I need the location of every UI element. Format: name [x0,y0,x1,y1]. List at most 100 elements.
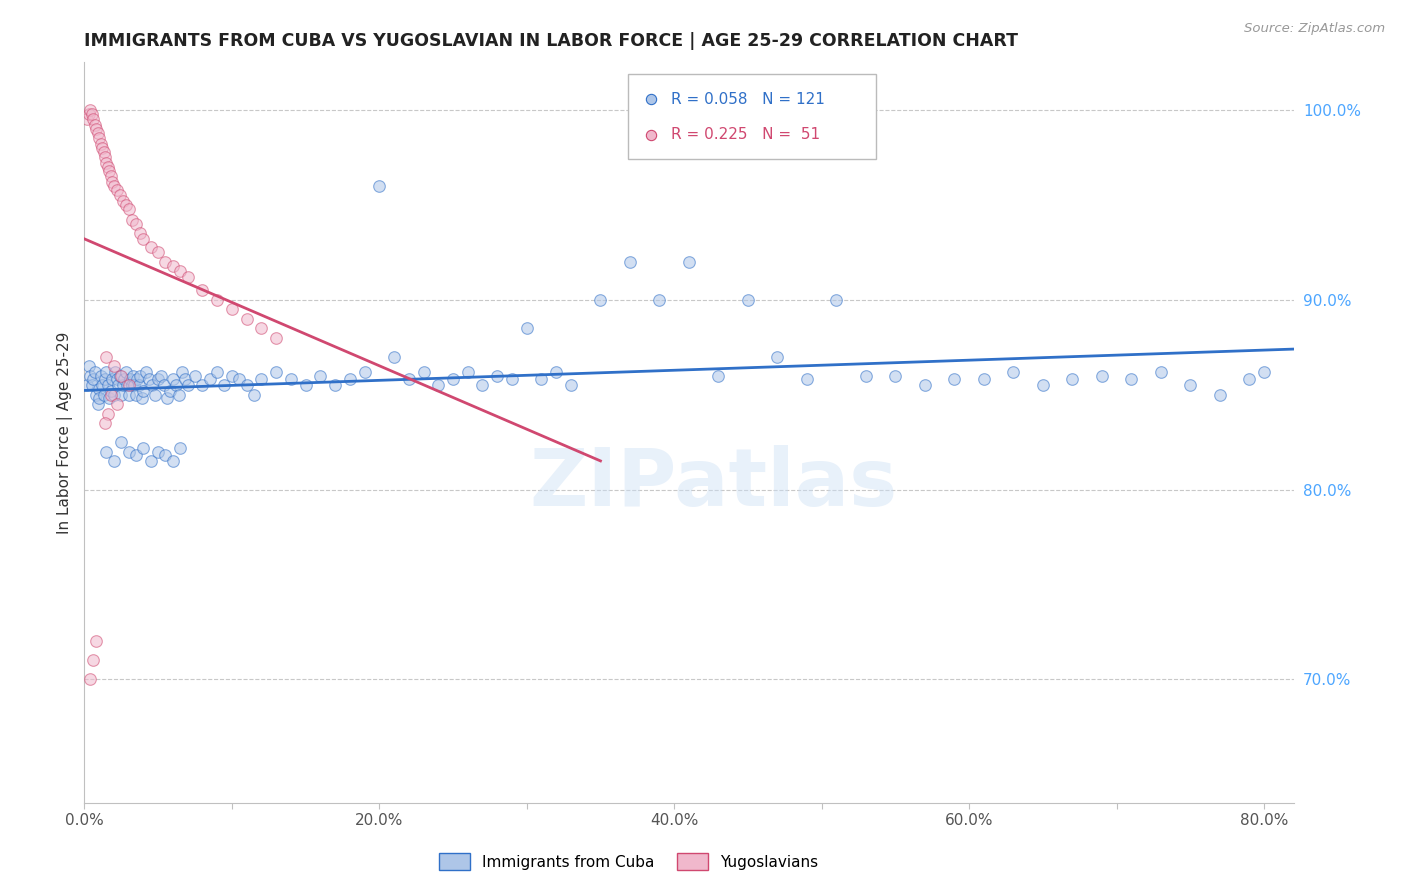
Point [135,365,157,379]
Point [96,350,118,364]
Point [98,392,121,406]
Point [221,302,243,317]
Point [125,387,148,401]
Point [97,407,120,421]
Point [457,365,479,379]
Point [205,293,228,307]
Point [101,175,124,189]
Point [1150,365,1173,379]
Point [83,365,105,379]
Point [80,378,103,392]
Point [1209,387,1232,401]
Point [486,368,509,383]
Text: Source: ZipAtlas.com: Source: ZipAtlas.com [1244,22,1385,36]
Point [110,435,132,450]
Point [129,368,152,383]
Point [127,372,149,386]
Point [141,378,163,392]
Point [235,311,257,326]
Point [1239,372,1261,386]
Point [132,384,155,398]
Point [707,368,730,383]
Point [766,350,789,364]
Point [94,150,117,164]
Point [101,372,124,386]
Point [162,372,184,386]
Point [589,293,612,307]
Point [546,365,568,379]
Point [112,372,135,386]
Point [165,378,187,392]
Point [138,372,160,386]
Point [323,378,346,392]
Point [97,378,120,392]
Point [124,378,146,392]
Point [441,372,464,386]
Point [1091,368,1114,383]
Point [169,264,191,278]
Point [103,359,125,374]
Point [132,232,155,246]
Point [884,368,907,383]
Point [84,634,107,648]
Point [139,454,162,468]
Point [427,378,450,392]
Point [264,331,287,345]
Point [94,372,117,386]
Point [162,259,184,273]
Point [117,202,139,216]
Point [1002,365,1025,379]
Point [398,372,420,386]
Point [221,368,243,383]
Point [309,368,332,383]
Point [167,387,190,401]
Point [855,368,877,383]
Point [294,378,316,392]
Point [560,378,582,392]
Point [501,372,523,386]
Point [114,365,136,379]
Point [353,365,375,379]
Point [108,368,131,383]
Point [82,112,104,127]
Point [111,378,134,392]
Point [139,239,162,253]
Point [94,416,117,430]
Point [76,112,98,127]
Point [1032,378,1054,392]
Point [184,368,207,383]
Text: R = 0.225   N =  51: R = 0.225 N = 51 [671,128,820,142]
Point [943,372,966,386]
Point [169,441,191,455]
Point [146,372,169,386]
Point [117,387,139,401]
Point [153,378,176,392]
Point [87,392,110,406]
Point [471,378,494,392]
Point [176,378,198,392]
Point [110,387,132,401]
Point [176,269,198,284]
Point [117,378,139,392]
Point [83,118,105,132]
Point [105,372,128,386]
Point [87,131,110,145]
Point [104,365,127,379]
Point [155,254,177,268]
Point [648,293,671,307]
Point [228,372,250,386]
Point [122,368,145,383]
Point [82,372,104,386]
Point [121,378,143,392]
Point [98,163,121,178]
Point [87,382,110,396]
Point [146,245,169,260]
Point [93,145,115,159]
Point [914,378,936,392]
Point [156,392,179,406]
Point [91,141,114,155]
Point [103,387,125,401]
Point [105,397,128,411]
Point [191,378,214,392]
Point [100,387,122,401]
